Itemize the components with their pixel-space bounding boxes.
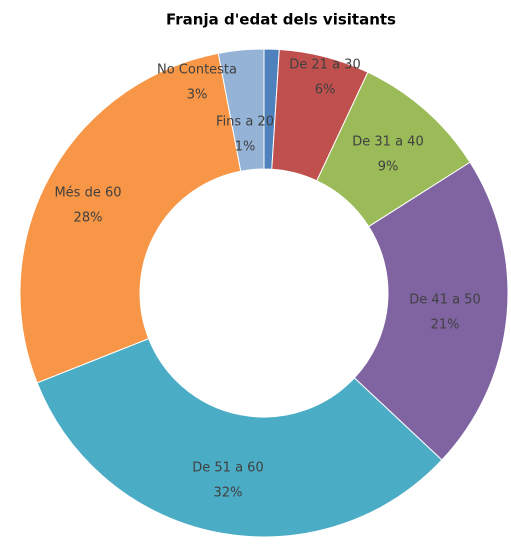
value-label: 21%: [431, 318, 460, 333]
value-label: 3%: [187, 88, 208, 103]
chart-title: Franja d'edat dels visitants: [166, 11, 396, 29]
donut-slice: [217, 48, 265, 172]
slice-label: De 31 a 40: [352, 135, 423, 150]
slice-label: Més de 60: [54, 186, 121, 201]
donut-slice: [19, 52, 242, 384]
value-label: 9%: [378, 160, 399, 175]
donut-slice: [36, 337, 443, 538]
value-label: 32%: [214, 486, 243, 501]
slice-label: De 41 a 50: [409, 293, 480, 308]
slice-label: De 21 a 30: [289, 58, 360, 73]
slice-label: Fins a 20: [216, 115, 274, 130]
value-label: 1%: [235, 140, 256, 155]
value-label: 6%: [315, 83, 336, 98]
slice-label: No Contesta: [157, 63, 237, 78]
value-label: 28%: [74, 211, 103, 226]
donut-slice: [353, 161, 509, 461]
slice-label: De 51 a 60: [192, 461, 263, 476]
